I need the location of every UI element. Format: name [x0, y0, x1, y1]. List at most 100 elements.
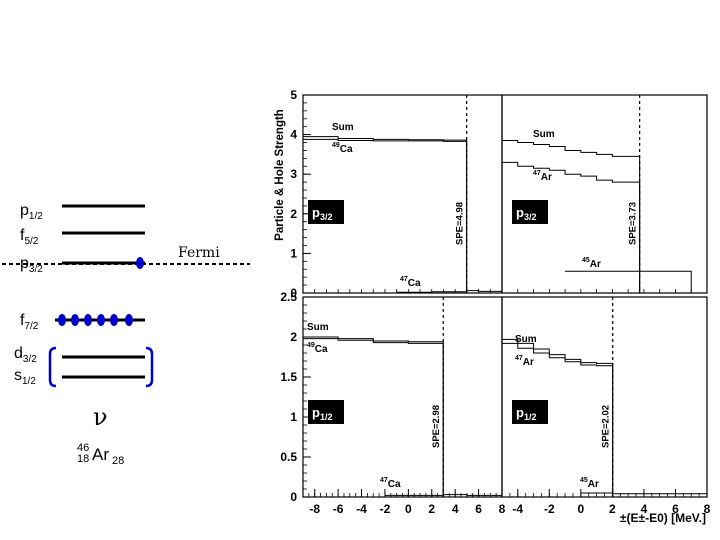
orbital-box-label: p1/2 [312, 405, 332, 422]
x-tick-label: 4 [641, 502, 648, 516]
series-label: 47Ar [515, 355, 534, 368]
particle-dot [58, 314, 66, 326]
series-label-symbol: Ca [315, 344, 328, 355]
y-tick-label: 1 [290, 246, 297, 260]
series-label-mass: 47 [515, 355, 523, 362]
orbital-box [512, 200, 548, 224]
x-tick-label: 6 [672, 502, 679, 516]
particle-dot [136, 257, 144, 269]
panel-frame [501, 296, 708, 498]
bracket-right [145, 346, 154, 388]
orbital-sub: 3/2 [524, 212, 537, 222]
orbital-box [308, 400, 344, 424]
series-label: 47Ca [400, 276, 421, 289]
level-label-s1-2: s1/2 [14, 367, 36, 387]
series-label-symbol: Ca [340, 144, 353, 155]
level-label-d3-2: d3/2 [14, 345, 37, 365]
series-label-mass: 47 [533, 170, 541, 177]
orbital-box-label: p3/2 [312, 205, 332, 222]
bracket-left [48, 346, 57, 388]
nucleus-label: 46 18 Ar 28 [77, 442, 124, 467]
series-label-mass: 45 [582, 257, 590, 264]
level-label-p1-2: p1/2 [20, 202, 43, 222]
series-line [502, 342, 614, 497]
series-label-mass: 47 [400, 276, 408, 283]
y-tick-label: 2 [290, 330, 297, 344]
spe-label: SPE=2.02 [601, 405, 612, 448]
series-line [303, 338, 444, 497]
series-label: 47Ar [533, 170, 552, 183]
x-tick-label: 0 [405, 502, 412, 516]
series-label-mass: 45 [580, 477, 588, 484]
y-tick-label: 2.5 [280, 290, 297, 304]
orbital-letter: p [516, 405, 524, 420]
orbital-letter: p [516, 205, 524, 220]
x-tick-label: -2 [380, 502, 391, 516]
y-tick-label: 0 [290, 286, 297, 300]
f7-2-particles [58, 314, 133, 326]
particle-dot [110, 314, 118, 326]
svg-text:18: 18 [77, 453, 89, 465]
series-label: 49Ca [307, 342, 328, 355]
x-axis-label: ±(E±-E0) [MeV.] [620, 511, 706, 525]
x-tick-label: 4 [452, 502, 459, 516]
spe-label: SPE=4.98 [455, 202, 466, 245]
series-label: 49Ca [332, 142, 353, 155]
fermi-label: Fermi [178, 245, 220, 261]
x-tick-label: -4 [356, 502, 367, 516]
series-label-mass: 49 [307, 342, 315, 349]
series-line [580, 492, 708, 497]
particle-dot [97, 314, 105, 326]
level-label-f7-2: f7/2 [20, 312, 39, 332]
nu-symbol: ν [93, 403, 108, 431]
series-label: 47Ca [380, 477, 401, 490]
series-label-symbol: Ar [541, 172, 552, 183]
y-tick-label: 4 [290, 128, 297, 142]
y-axis-label: Particle & Hole Strength [274, 109, 286, 241]
series-label: 45Ar [580, 477, 599, 490]
panel-frame [302, 296, 503, 498]
series-line [502, 338, 614, 497]
particle-dot [71, 314, 79, 326]
series-label: 45Ar [582, 257, 601, 270]
y-tick-label: 2 [290, 207, 297, 221]
series-line [565, 270, 692, 293]
particle-dot [84, 314, 92, 326]
x-tick-label: -2 [544, 502, 555, 516]
series-label: Sum [515, 334, 537, 345]
series-line [303, 136, 468, 293]
spe-label: SPE=3.73 [628, 202, 639, 245]
x-tick-label: -8 [309, 502, 320, 516]
series-label: Sum [332, 122, 354, 133]
x-tick-label: 8 [704, 502, 711, 516]
x-tick-label: 2 [428, 502, 435, 516]
orbital-sub: 1/2 [320, 412, 333, 422]
orbital-sub: 3/2 [320, 212, 333, 222]
orbital-letter: p [312, 405, 320, 420]
x-tick-label: 6 [475, 502, 482, 516]
series-label-symbol: Ca [388, 479, 401, 490]
svg-text:46: 46 [77, 442, 89, 454]
series-line [396, 290, 503, 293]
y-tick-label: 1.5 [280, 370, 297, 384]
y-tick-label: 0.5 [280, 450, 297, 464]
y-tick-label: 1 [290, 410, 297, 424]
x-tick-label: 2 [609, 502, 616, 516]
series-label-symbol: Ar [588, 479, 599, 490]
orbital-letter: p [312, 205, 320, 220]
x-tick-label: 0 [578, 502, 585, 516]
svg-text:Ar: Ar [92, 445, 109, 464]
orbital-box [308, 200, 344, 224]
svg-text:28: 28 [112, 455, 124, 467]
level-scheme: p1/2 f5/2 p3/2 Fermi f7/2 d3/2 s1/2 ν 46… [2, 202, 250, 467]
series-label-symbol: Ar [590, 259, 601, 270]
series-label-mass: 47 [380, 477, 388, 484]
y-tick-label: 5 [290, 88, 297, 102]
orbital-sub: 1/2 [524, 412, 537, 422]
y-tick-label: 0 [290, 490, 297, 504]
level-label-f5-2: f5/2 [20, 227, 39, 247]
x-tick-label: -6 [333, 502, 344, 516]
series-line [502, 161, 641, 293]
spe-label: SPE=2.98 [431, 405, 442, 448]
